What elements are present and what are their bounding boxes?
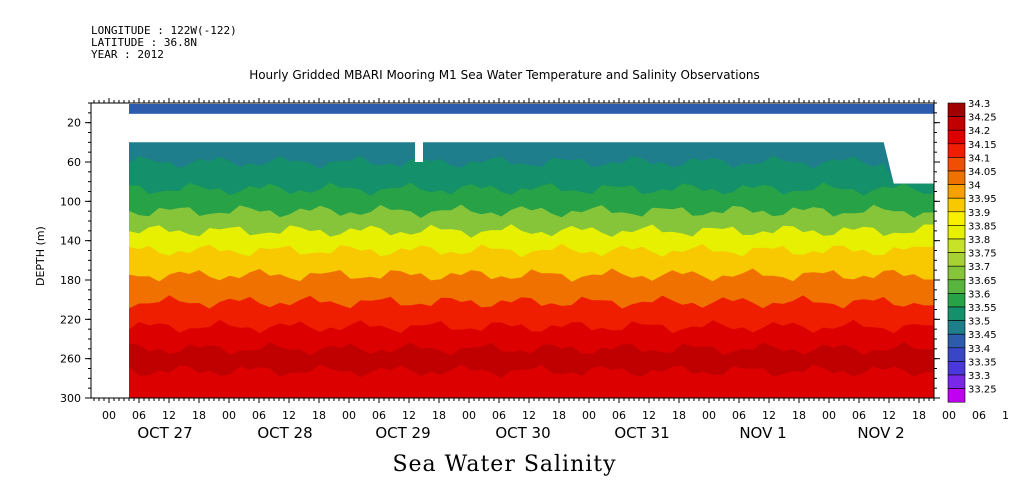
x-tick-label: 06	[492, 409, 506, 422]
chart-title: Hourly Gridded MBARI Mooring M1 Sea Wate…	[249, 68, 760, 82]
date-label: NOV 2	[857, 424, 904, 442]
colorbar-label: 33.45	[968, 330, 997, 341]
colorbar-label: 33.3	[968, 371, 990, 382]
colorbar-label: 33.25	[968, 385, 997, 396]
x-tick-label: 00	[222, 409, 236, 422]
x-tick-label: 12	[762, 409, 776, 422]
colorbar-label: 33.8	[968, 235, 990, 246]
colorbar-swatch	[947, 374, 966, 389]
colorbar-label: 33.4	[968, 344, 990, 355]
x-tick-label: 12	[882, 409, 896, 422]
x-tick-label: 00	[102, 409, 116, 422]
x-tick-label: 12	[522, 409, 536, 422]
colorbar-swatch	[947, 293, 966, 308]
colorbar-swatch	[947, 279, 966, 294]
colorbar-swatch	[947, 170, 966, 185]
latitude-label: LATITUDE : 36.8N	[91, 36, 197, 49]
colorbar-label: 33.5	[968, 317, 990, 328]
colorbar-swatch	[947, 157, 966, 172]
x-tick-label: 18	[312, 409, 326, 422]
x-tick-label: 06	[972, 409, 986, 422]
x-tick-label: 18	[792, 409, 806, 422]
colorbar-label: 34.1	[968, 153, 990, 164]
colorbar-swatch	[947, 197, 966, 213]
colorbar-swatch	[947, 102, 966, 117]
colorbar-swatch	[947, 306, 966, 321]
x-tick-label: 06	[852, 409, 866, 422]
colorbar-label: 33.85	[968, 221, 997, 232]
colorbar-swatch	[947, 184, 966, 199]
colorbar-label: 34.3	[968, 99, 990, 110]
x-tick-label: 12	[162, 409, 176, 422]
date-label: OCT 31	[614, 424, 669, 442]
x-tick-label: 06	[612, 409, 626, 422]
surface-band	[129, 103, 934, 114]
colorbar-label: 34.15	[968, 140, 997, 151]
colorbar-label: 34.25	[968, 113, 997, 124]
x-tick-label: 06	[132, 409, 146, 422]
colorbar-swatch	[947, 388, 966, 403]
x-tick-label: 18	[672, 409, 686, 422]
colorbar-swatch	[947, 361, 966, 376]
colorbar-label: 33.95	[968, 194, 997, 205]
colorbar-swatch	[947, 129, 966, 145]
x-tick-label: 12	[1002, 409, 1009, 422]
colorbar-swatch	[947, 116, 966, 131]
colorbar-swatch	[947, 333, 966, 349]
y-tick-label: 60	[67, 156, 81, 169]
x-tick-label: 18	[432, 409, 446, 422]
colorbar-label: 33.65	[968, 276, 997, 287]
colorbar-swatch	[947, 211, 966, 226]
colorbar-label: 33.6	[968, 289, 990, 300]
x-tick-label: 06	[732, 409, 746, 422]
colorbar-swatch	[947, 320, 966, 335]
colorbar-label: 34	[968, 181, 981, 192]
y-tick-label: 20	[67, 117, 81, 130]
colorbar-label: 34.2	[968, 126, 990, 137]
x-tick-label: 18	[192, 409, 206, 422]
colorbar-label: 33.9	[968, 208, 990, 219]
colorbar-swatch	[947, 252, 966, 267]
x-tick-label: 18	[912, 409, 926, 422]
colorbar-swatch	[947, 347, 966, 362]
longitude-label: LONGITUDE : 122W(-122)	[91, 24, 237, 37]
colorbar-label: 33.75	[968, 249, 997, 260]
x-tick-label: 18	[552, 409, 566, 422]
date-label: NOV 1	[739, 424, 786, 442]
y-tick-label: 180	[60, 274, 81, 287]
y-tick-label: 100	[60, 195, 81, 208]
x-tick-label: 00	[702, 409, 716, 422]
data-gap	[415, 140, 423, 162]
y-tick-label: 260	[60, 353, 81, 366]
x-tick-label: 00	[342, 409, 356, 422]
colorbar-swatch	[947, 143, 966, 158]
x-tick-label: 00	[942, 409, 956, 422]
colorbar-swatch	[947, 265, 966, 281]
x-tick-label: 12	[642, 409, 656, 422]
date-label: OCT 30	[495, 424, 550, 442]
colorbar-swatch	[947, 238, 966, 253]
x-tick-label: 00	[462, 409, 476, 422]
x-tick-label: 12	[282, 409, 296, 422]
x-tick-label: 00	[822, 409, 836, 422]
colorbar-label: 34.05	[968, 167, 997, 178]
colorbar-swatch	[947, 225, 966, 240]
colorbar-label: 33.35	[968, 357, 997, 368]
date-label: OCT 29	[375, 424, 430, 442]
y-tick-label: 220	[60, 313, 81, 326]
salinity-band	[129, 364, 934, 398]
year-label: YEAR : 2012	[91, 48, 164, 61]
date-label: OCT 27	[137, 424, 192, 442]
y-tick-label: 140	[60, 235, 81, 248]
x-tick-label: 00	[582, 409, 596, 422]
date-label: OCT 28	[257, 424, 312, 442]
x-tick-label: 06	[372, 409, 386, 422]
colorbar-label: 33.55	[968, 303, 997, 314]
x-tick-label: 06	[252, 409, 266, 422]
y-tick-label: 300	[60, 392, 81, 405]
colorbar-label: 33.7	[968, 262, 990, 273]
chart-subtitle: Sea Water Salinity	[392, 452, 617, 477]
x-tick-label: 12	[402, 409, 416, 422]
